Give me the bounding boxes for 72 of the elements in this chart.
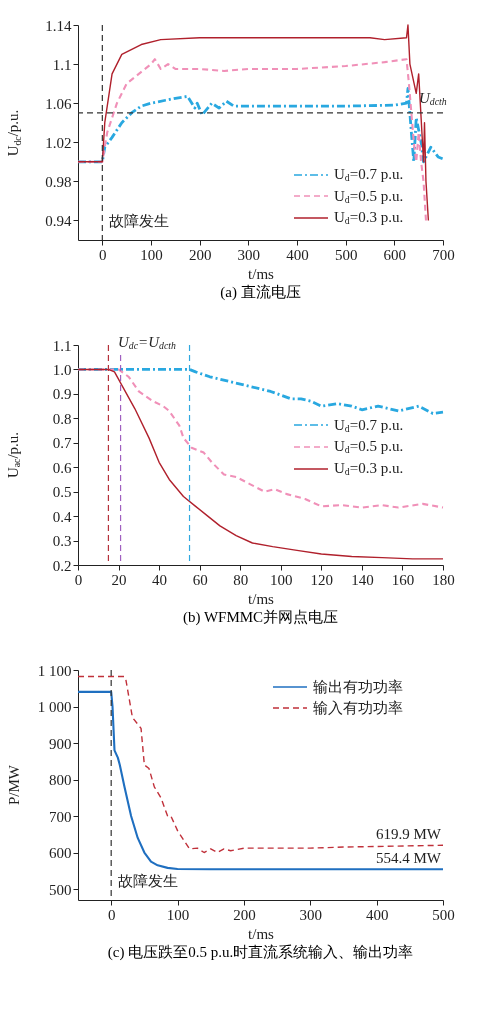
y-tick-label: 600 [49, 845, 72, 862]
legend-label: 输入有功功率 [313, 698, 403, 718]
y-tick-label: 1.0 [52, 361, 72, 378]
y-tick-label: 1.06 [45, 95, 72, 112]
y-tick-label: 700 [49, 808, 72, 825]
x-tick-label: 0 [99, 246, 107, 263]
x-tick-label: 100 [270, 571, 293, 588]
y-tick-label: 500 [49, 881, 72, 898]
annotation: 619.9 MW [376, 826, 441, 843]
y-tick-label: 1 100 [37, 662, 72, 679]
x-tick-label: 400 [365, 906, 389, 923]
text: (b) WFMMC并网点电压 [182, 609, 339, 626]
x-tick-label: 40 [152, 571, 168, 588]
x-tick-label: 80 [233, 571, 249, 588]
x-tick-label: 0 [107, 906, 116, 923]
annotation: U$_{dc}$=U$_{dcth}$ [118, 334, 176, 352]
y-tick-label: 900 [49, 735, 72, 752]
x-axis-title: t/ms [248, 265, 275, 282]
x-tick-label: 160 [391, 571, 415, 588]
legend-label: U$_{d}$=0.7 p.u. [334, 415, 404, 436]
y-tick-label: 0.4 [52, 508, 72, 525]
y-tick-label: 1.1 [52, 337, 72, 354]
x-tick-label: 600 [383, 246, 407, 263]
y-tick-label: 1.02 [45, 134, 72, 151]
ref-line-label: 故障发生 [118, 873, 179, 889]
legend-label: U$_{d}$=0.5 p.u. [334, 437, 404, 457]
ref-line-label: U$_{dcth}$ [419, 89, 447, 108]
x-axis-title: t/ms [248, 925, 275, 942]
y-tick-label: 1 000 [37, 699, 72, 716]
y-axis-title: P/MW [5, 764, 22, 806]
x-tick-label: 500 [334, 246, 358, 263]
x-tick-label: 300 [299, 906, 323, 923]
legend-label: U$_{d}$=0.5 p.u. [334, 186, 404, 207]
y-tick-label: 0.6 [52, 459, 72, 476]
text: (a) 直流电压 [220, 284, 301, 301]
ref-line-label: 故障发生 [109, 213, 170, 229]
legend-label: U$_{d}$=0.7 p.u. [334, 165, 404, 185]
text: (c) 电压跌至0.5 p.u.时直流系统输入、输出功率 [107, 944, 414, 961]
y-tick-label: 0.94 [45, 212, 72, 229]
y-tick-label: 800 [49, 772, 72, 789]
x-tick-label: 200 [188, 246, 212, 263]
x-tick-label: 120 [310, 571, 334, 588]
x-tick-label: 100 [140, 246, 163, 263]
line-series [76, 87, 445, 164]
x-axis-title: t/ms [248, 590, 275, 607]
line-series [77, 368, 444, 560]
legend-label: 输出有功功率 [313, 678, 403, 697]
y-tick-label: 0.5 [52, 484, 72, 501]
y-tick-label: 0.9 [52, 386, 72, 403]
x-tick-label: 20 [111, 571, 127, 588]
legend-label: U$_{d}$=0.3 p.u. [334, 458, 404, 479]
y-tick-label: 0.98 [45, 173, 72, 190]
x-tick-label: 180 [432, 571, 455, 588]
x-tick-label: 0 [74, 571, 83, 588]
line-series [76, 368, 445, 509]
y-tick-label: 1.1 [52, 56, 72, 73]
y-tick-label: 0.8 [52, 410, 72, 427]
x-tick-label: 500 [432, 906, 455, 923]
x-tick-label: 400 [286, 246, 309, 263]
y-tick-label: 0.3 [52, 533, 72, 550]
x-tick-label: 200 [233, 906, 256, 923]
x-tick-label: 300 [237, 246, 261, 263]
x-tick-label: 700 [432, 246, 455, 263]
legend-label: U$_{d}$=0.3 p.u. [334, 208, 404, 228]
annotation: 554.4 MW [376, 850, 441, 867]
y-tick-label: 0.7 [52, 435, 72, 452]
x-tick-label: 60 [192, 571, 208, 588]
x-tick-label: 140 [351, 571, 374, 588]
x-tick-label: 100 [166, 906, 190, 923]
y-tick-label: 1.14 [45, 17, 72, 34]
y-tick-label: 0.2 [52, 557, 72, 574]
line-series [77, 675, 444, 854]
